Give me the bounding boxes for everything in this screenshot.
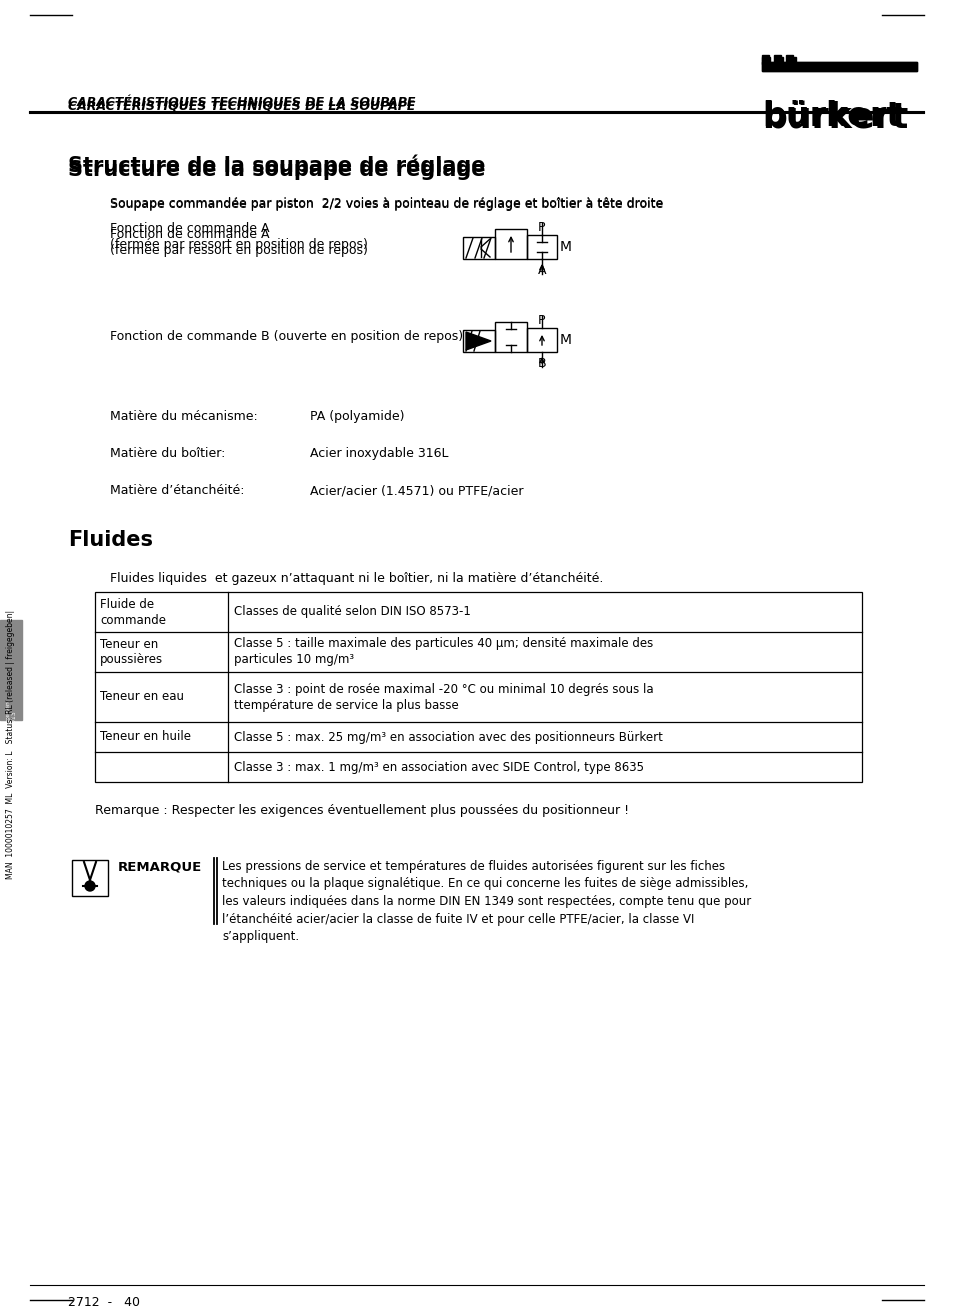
Text: Fonction de commande B (ouverte en position de repos): Fonction de commande B (ouverte en posit…: [110, 330, 462, 343]
Bar: [495, 322, 526, 351]
Text: Fluides liquides  et gazeux n’attaquant ni le boîtier, ni la matière d’étanchéit: Fluides liquides et gazeux n’attaquant n…: [110, 572, 602, 586]
Text: MAN  1000010257  ML  Version: L   Status: RL (released | freigegeben|: MAN 1000010257 ML Version: L Status: RL …: [7, 611, 15, 879]
Text: Classe 3 : max. 1 mg/m³ en association avec SIDE Control, type 8635: Classe 3 : max. 1 mg/m³ en association a…: [233, 761, 643, 774]
Polygon shape: [465, 332, 491, 350]
Text: CARACTÉRISTIQUES TECHNIQUES DE LA SOUPAPE: CARACTÉRISTIQUES TECHNIQUES DE LA SOUPAP…: [68, 97, 415, 111]
Text: Matière d’étanchéité:: Matière d’étanchéité:: [110, 484, 244, 497]
Text: Matière du boîtier:: Matière du boîtier:: [110, 447, 225, 461]
Text: Classe 3 : point de rosée maximal -20 °C ou minimal 10 degrés sous la
ttempératu: Classe 3 : point de rosée maximal -20 °C…: [233, 683, 653, 712]
Text: 2712  -   40: 2712 - 40: [68, 1296, 140, 1309]
Text: Fluide de
commande: Fluide de commande: [100, 597, 166, 626]
Text: Acier/acier (1.4571) ou PTFE/acier: Acier/acier (1.4571) ou PTFE/acier: [310, 484, 523, 497]
Text: Teneur en
poussières: Teneur en poussières: [100, 637, 163, 666]
Text: Fonction de commande A: Fonction de commande A: [110, 222, 269, 236]
Text: freigegeben
...013: freigegeben ...013: [6, 700, 16, 738]
Text: Structure de la soupape de réglage: Structure de la soupape de réglage: [68, 155, 485, 176]
Text: Classes de qualité selon DIN ISO 8573-1: Classes de qualité selon DIN ISO 8573-1: [233, 605, 471, 619]
Text: M: M: [559, 240, 572, 254]
Bar: [761, 62, 916, 71]
Bar: [526, 328, 557, 351]
Text: Fluides: Fluides: [68, 530, 152, 550]
Bar: [761, 62, 916, 71]
Text: M: M: [559, 333, 572, 347]
Text: (fermée par ressort en position de repos): (fermée par ressort en position de repos…: [110, 238, 368, 251]
Bar: [0, 620, 22, 720]
Bar: [526, 236, 557, 259]
Text: Les pressions de service et températures de fluides autorisées figurent sur les : Les pressions de service et températures…: [222, 859, 750, 944]
Text: Classe 5 : max. 25 mg/m³ en association avec des positionneurs Bürkert: Classe 5 : max. 25 mg/m³ en association …: [233, 730, 662, 744]
Text: A: A: [537, 265, 546, 276]
Bar: [95, 592, 862, 782]
Text: bürkert: bürkert: [761, 100, 902, 133]
Bar: [774, 57, 782, 64]
Text: Soupape commandée par piston  2/2 voies à pointeau de réglage et boîtier à tête : Soupape commandée par piston 2/2 voies à…: [110, 197, 662, 211]
Bar: [462, 237, 495, 259]
Bar: [462, 330, 495, 351]
Text: (fermée par ressort en position de repos): (fermée par ressort en position de repos…: [110, 243, 368, 257]
Text: Teneur en eau: Teneur en eau: [100, 691, 184, 704]
Bar: [787, 57, 795, 64]
Text: bürkert: bürkert: [761, 100, 907, 134]
Text: P: P: [537, 315, 545, 326]
Bar: [773, 55, 781, 62]
Bar: [495, 229, 526, 259]
Text: P: P: [537, 221, 545, 234]
Text: Acier inoxydable 316L: Acier inoxydable 316L: [310, 447, 448, 461]
Text: Remarque : Respecter les exigences éventuellement plus poussées du positionneur : Remarque : Respecter les exigences évent…: [95, 804, 628, 817]
Text: CARACTÉRISTIQUES TECHNIQUES DE LA SOUPAPE: CARACTÉRISTIQUES TECHNIQUES DE LA SOUPAP…: [68, 100, 415, 113]
Bar: [761, 55, 768, 62]
Text: Classe 5 : taille maximale des particules 40 μm; densité maximale des
particules: Classe 5 : taille maximale des particule…: [233, 637, 653, 666]
Text: REMARQUE: REMARQUE: [118, 859, 202, 873]
Bar: [785, 55, 792, 62]
Text: Soupape commandée par piston  2/2 voies à pointeau de réglage et boîtier à tête : Soupape commandée par piston 2/2 voies à…: [110, 197, 662, 211]
Text: PA (polyamide): PA (polyamide): [310, 411, 404, 422]
Text: B: B: [537, 357, 546, 370]
Bar: [71, 859, 108, 896]
Text: Fonction de commande A: Fonction de commande A: [110, 228, 269, 241]
Text: Structure de la soupape de réglage: Structure de la soupape de réglage: [68, 158, 485, 179]
Text: Teneur en huile: Teneur en huile: [100, 730, 191, 744]
Circle shape: [85, 880, 95, 891]
Text: Matière du mécanisme:: Matière du mécanisme:: [110, 411, 257, 422]
Bar: [761, 57, 769, 64]
